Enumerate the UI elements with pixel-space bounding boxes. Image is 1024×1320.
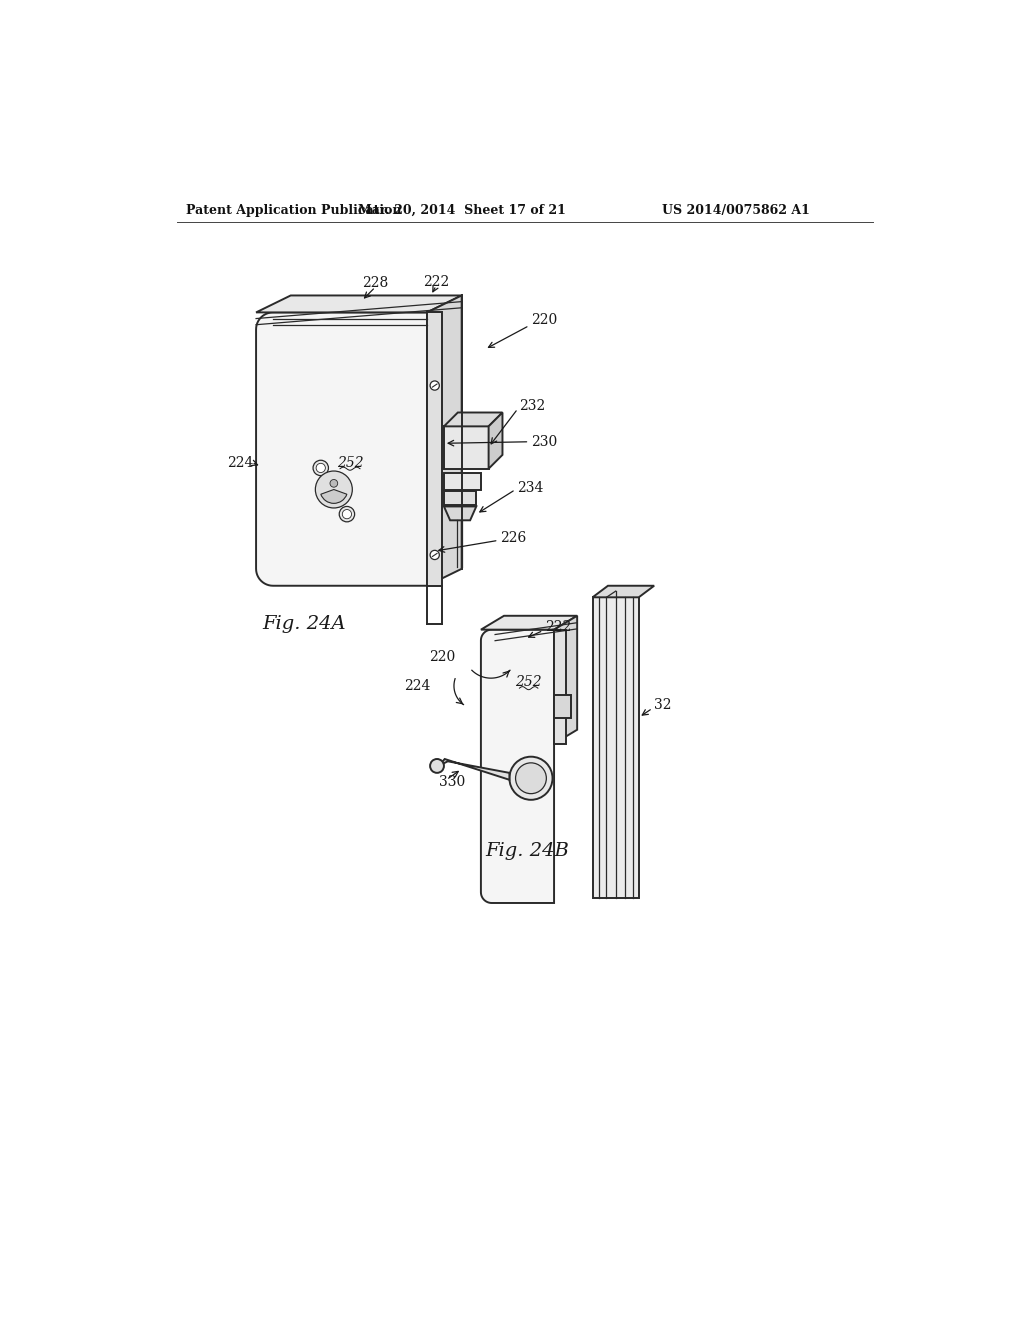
- Bar: [554, 630, 565, 743]
- Circle shape: [313, 461, 329, 475]
- Text: 32: 32: [654, 698, 672, 711]
- Text: 226: 226: [500, 531, 526, 545]
- Text: 252: 252: [337, 455, 364, 470]
- Polygon shape: [427, 296, 462, 586]
- Circle shape: [430, 550, 439, 560]
- Polygon shape: [593, 586, 654, 598]
- Wedge shape: [321, 490, 347, 503]
- Polygon shape: [488, 412, 503, 469]
- Polygon shape: [256, 296, 462, 313]
- Text: 330: 330: [438, 775, 465, 789]
- Bar: [444, 473, 481, 490]
- Polygon shape: [554, 615, 578, 743]
- Text: Fig. 24B: Fig. 24B: [485, 842, 569, 861]
- Text: 222: 222: [423, 275, 450, 289]
- Circle shape: [430, 759, 444, 774]
- Text: 224: 224: [404, 678, 431, 693]
- Text: 232: 232: [519, 400, 546, 413]
- Text: 228: 228: [362, 276, 388, 290]
- Circle shape: [342, 510, 351, 519]
- Text: 224: 224: [227, 455, 254, 470]
- Circle shape: [339, 507, 354, 521]
- Polygon shape: [444, 412, 503, 426]
- Text: 252: 252: [515, 675, 542, 689]
- Text: Fig. 24A: Fig. 24A: [262, 615, 346, 634]
- PathPatch shape: [256, 313, 427, 586]
- Text: US 2014/0075862 A1: US 2014/0075862 A1: [662, 205, 810, 218]
- Circle shape: [316, 463, 326, 473]
- Bar: [554, 696, 571, 718]
- Circle shape: [515, 763, 547, 793]
- Text: 220: 220: [429, 649, 456, 664]
- Circle shape: [430, 381, 439, 391]
- Text: 222: 222: [545, 620, 571, 635]
- Circle shape: [509, 756, 553, 800]
- Text: 230: 230: [531, 434, 557, 449]
- Polygon shape: [444, 507, 476, 520]
- PathPatch shape: [481, 630, 554, 903]
- Circle shape: [330, 479, 338, 487]
- Text: 220: 220: [531, 313, 557, 327]
- Bar: [427, 313, 442, 586]
- Bar: [444, 491, 476, 506]
- Polygon shape: [435, 759, 509, 780]
- Bar: [444, 426, 488, 469]
- Text: Mar. 20, 2014  Sheet 17 of 21: Mar. 20, 2014 Sheet 17 of 21: [357, 205, 565, 218]
- Polygon shape: [481, 615, 578, 630]
- Text: Patent Application Publication: Patent Application Publication: [186, 205, 401, 218]
- Bar: [593, 597, 639, 898]
- Text: 234: 234: [517, 480, 544, 495]
- Circle shape: [315, 471, 352, 508]
